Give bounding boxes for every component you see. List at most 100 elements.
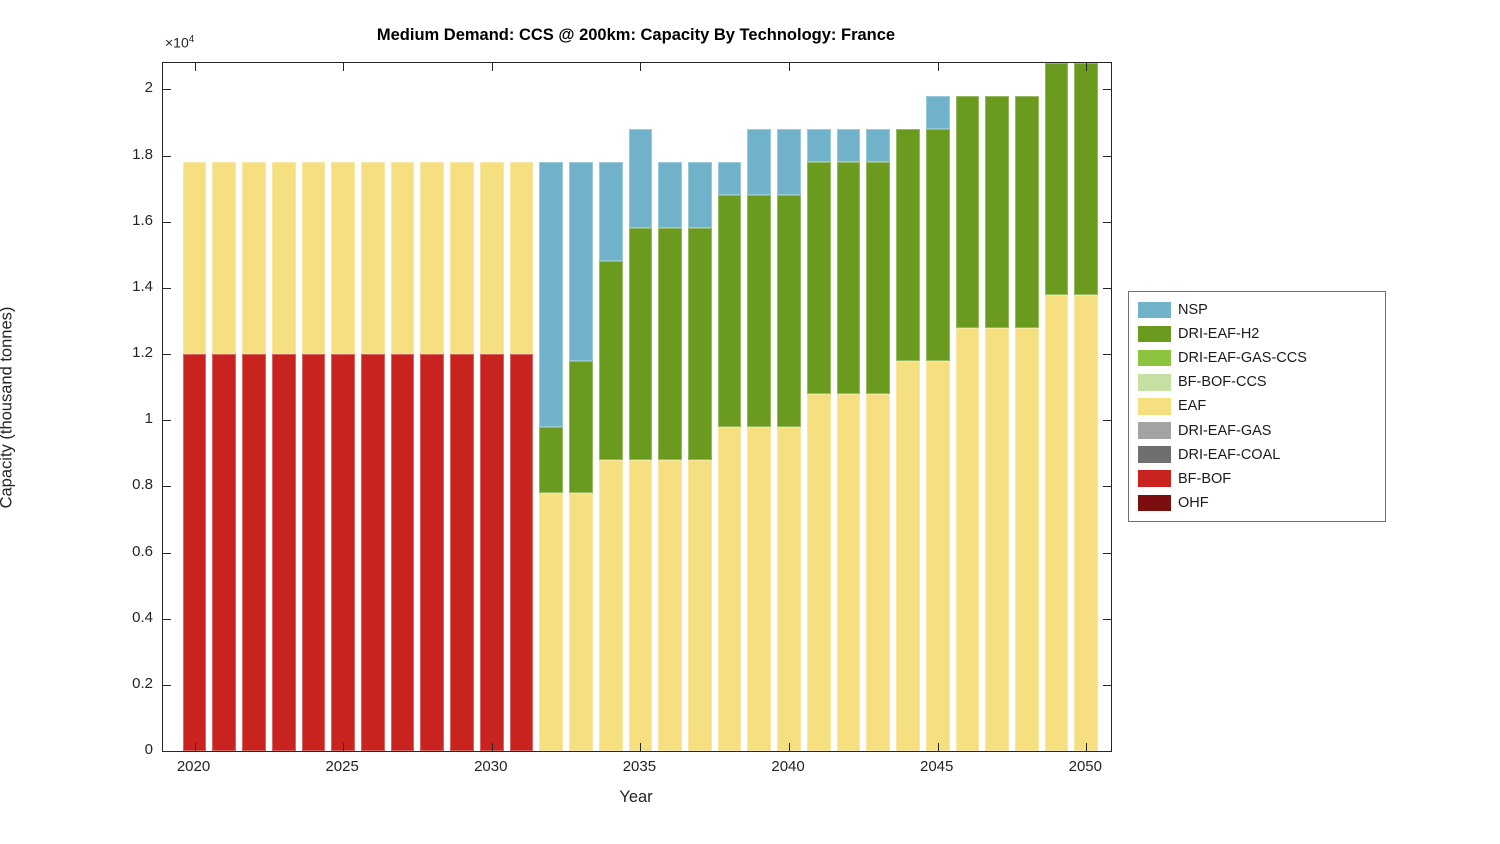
bar-segment-2041-EAF <box>806 393 831 751</box>
chart-title: Medium Demand: CCS @ 200km: Capacity By … <box>376 26 896 44</box>
bar-segment-2031-BF-BOF <box>509 354 534 751</box>
legend-row-DRI-EAF-GAS-CCS: DRI-EAF-GAS-CCS <box>1138 346 1385 370</box>
bar-segment-2038-DRI-EAF-H2 <box>717 195 742 427</box>
bar-segment-2030-EAF <box>479 162 504 355</box>
bar-segment-2029-BF-BOF <box>450 354 474 751</box>
legend-swatch-NSP <box>1138 301 1171 319</box>
bar-segment-2043-DRI-EAF-H2 <box>866 162 891 394</box>
bar-segment-2041-DRI-EAF-H2 <box>806 162 831 394</box>
bar-segment-2034-DRI-EAF-H2 <box>598 261 623 460</box>
y-tick-8000 <box>163 486 171 488</box>
legend-row-EAF: EAF <box>1138 394 1385 418</box>
bar-segment-2039-DRI-EAF-H2 <box>747 195 772 427</box>
y-tick-18000 <box>163 155 171 157</box>
legend-label-DRI-EAF-GAS-CCS: DRI-EAF-GAS-CCS <box>1178 350 1307 367</box>
y-tick-right-12000 <box>1103 354 1111 356</box>
x-tick-2035 <box>640 743 642 751</box>
legend-box: NSP DRI-EAF-H2 DRI-EAF-GAS-CCS BF-BOF-CCS EA… <box>1128 291 1386 522</box>
legend-swatch-OHF <box>1138 494 1171 512</box>
y-tick-16000 <box>163 221 171 223</box>
y-tick-0 <box>163 751 171 752</box>
y-tick-right-14000 <box>1103 287 1111 289</box>
x-tick-2045 <box>937 743 939 751</box>
y-tick-4000 <box>163 618 171 620</box>
bar-segment-2038-EAF <box>717 426 742 751</box>
bar-segment-2040-NSP <box>777 129 801 196</box>
y-tick-20000 <box>163 89 171 91</box>
bar-segment-2042-EAF <box>836 393 861 751</box>
legend-label-BF-BOF-CCS: BF-BOF-CCS <box>1178 374 1267 391</box>
y-tick-label-1.6: 1.6 <box>132 211 153 229</box>
y-tick-label-1.2: 1.2 <box>132 344 153 362</box>
y-tick-right-4000 <box>1103 618 1111 620</box>
bar-segment-2040-EAF <box>777 426 801 751</box>
bar-segment-2047-DRI-EAF-H2 <box>985 96 1010 328</box>
legend-swatch-BF-BOF <box>1138 470 1171 487</box>
bar-segment-2040-DRI-EAF-H2 <box>777 195 801 427</box>
y-tick-10000 <box>163 420 171 422</box>
bar-segment-2037-EAF <box>687 459 712 751</box>
legend-swatch-DRI-EAF-COAL <box>1138 446 1171 463</box>
bar-segment-2028-EAF <box>420 162 445 355</box>
y-tick-right-10000 <box>1103 420 1111 422</box>
bar-segment-2031-EAF <box>509 162 534 355</box>
legend-label-DRI-EAF-H2: DRI-EAF-H2 <box>1178 326 1260 343</box>
bar-segment-2042-DRI-EAF-H2 <box>836 162 861 394</box>
y-axis-multiplier-exponent: 4 <box>188 34 195 45</box>
bar-segment-2036-EAF <box>658 459 683 751</box>
bar-segment-2042-NSP <box>836 129 861 163</box>
legend-label-OHF: OHF <box>1178 494 1209 511</box>
x-tick-2030 <box>491 743 493 751</box>
y-axis-multiplier: ×104 <box>165 34 194 51</box>
bar-segment-2022-EAF <box>242 162 266 355</box>
bar-segment-2029-EAF <box>450 162 474 355</box>
legend-row-DRI-EAF-COAL: DRI-EAF-COAL <box>1138 443 1385 467</box>
bar-segment-2050-EAF <box>1074 294 1099 751</box>
bar-segment-2026-BF-BOF <box>360 354 385 751</box>
x-tick-label-2020: 2020 <box>176 758 211 775</box>
y-tick-12000 <box>163 354 171 356</box>
legend-swatch-EAF <box>1138 398 1171 415</box>
y-tick-label-0.6: 0.6 <box>132 542 153 560</box>
bar-segment-2046-DRI-EAF-H2 <box>955 96 980 328</box>
x-tick-top-2025 <box>343 63 345 71</box>
y-tick-label-0.8: 0.8 <box>132 476 153 494</box>
bar-segment-2022-BF-BOF <box>242 354 266 751</box>
bar-segment-2044-DRI-EAF-H2 <box>896 129 920 361</box>
bar-segment-2027-EAF <box>390 162 415 355</box>
bar-segment-2043-EAF <box>866 393 891 751</box>
y-tick-14000 <box>163 287 171 289</box>
bar-segment-2033-DRI-EAF-H2 <box>569 360 593 493</box>
bar-segment-2023-BF-BOF <box>271 354 296 751</box>
bar-segment-2020-BF-BOF <box>182 354 207 751</box>
legend-swatch-DRI-EAF-GAS-CCS <box>1138 349 1171 367</box>
y-tick-6000 <box>163 552 171 554</box>
bar-segment-2045-DRI-EAF-H2 <box>925 129 950 361</box>
bar-segment-2032-EAF <box>539 493 564 751</box>
bar-segment-2046-EAF <box>955 327 980 751</box>
bar-segment-2030-BF-BOF <box>479 354 504 751</box>
legend-swatch-BF-BOF-CCS <box>1138 374 1171 391</box>
bar-segment-2043-NSP <box>866 129 891 163</box>
bar-segment-2050-DRI-EAF-H2 <box>1074 63 1099 295</box>
x-axis-label: Year <box>619 788 653 806</box>
y-tick-2000 <box>163 684 171 686</box>
bar-segment-2026-EAF <box>360 162 385 355</box>
plot-area <box>162 62 1112 752</box>
bar-segment-2034-NSP <box>598 162 623 262</box>
x-tick-top-2050 <box>1086 63 1088 71</box>
bar-segment-2038-NSP <box>717 162 742 196</box>
y-axis-label: Capacity (thousand tonnes) <box>0 306 16 509</box>
bar-segment-2048-DRI-EAF-H2 <box>1014 96 1039 328</box>
bar-segment-2041-NSP <box>806 129 831 163</box>
bar-segment-2025-BF-BOF <box>331 354 356 751</box>
legend-label-DRI-EAF-GAS: DRI-EAF-GAS <box>1178 422 1272 439</box>
bar-segment-2039-NSP <box>747 129 772 196</box>
x-tick-2040 <box>789 743 791 751</box>
y-axis-multiplier-base: ×10 <box>165 34 189 51</box>
x-tick-label-2030: 2030 <box>474 758 508 775</box>
x-tick-2020 <box>194 743 196 751</box>
bar-segment-2037-DRI-EAF-H2 <box>687 228 712 460</box>
bar-segment-2027-BF-BOF <box>390 354 415 751</box>
